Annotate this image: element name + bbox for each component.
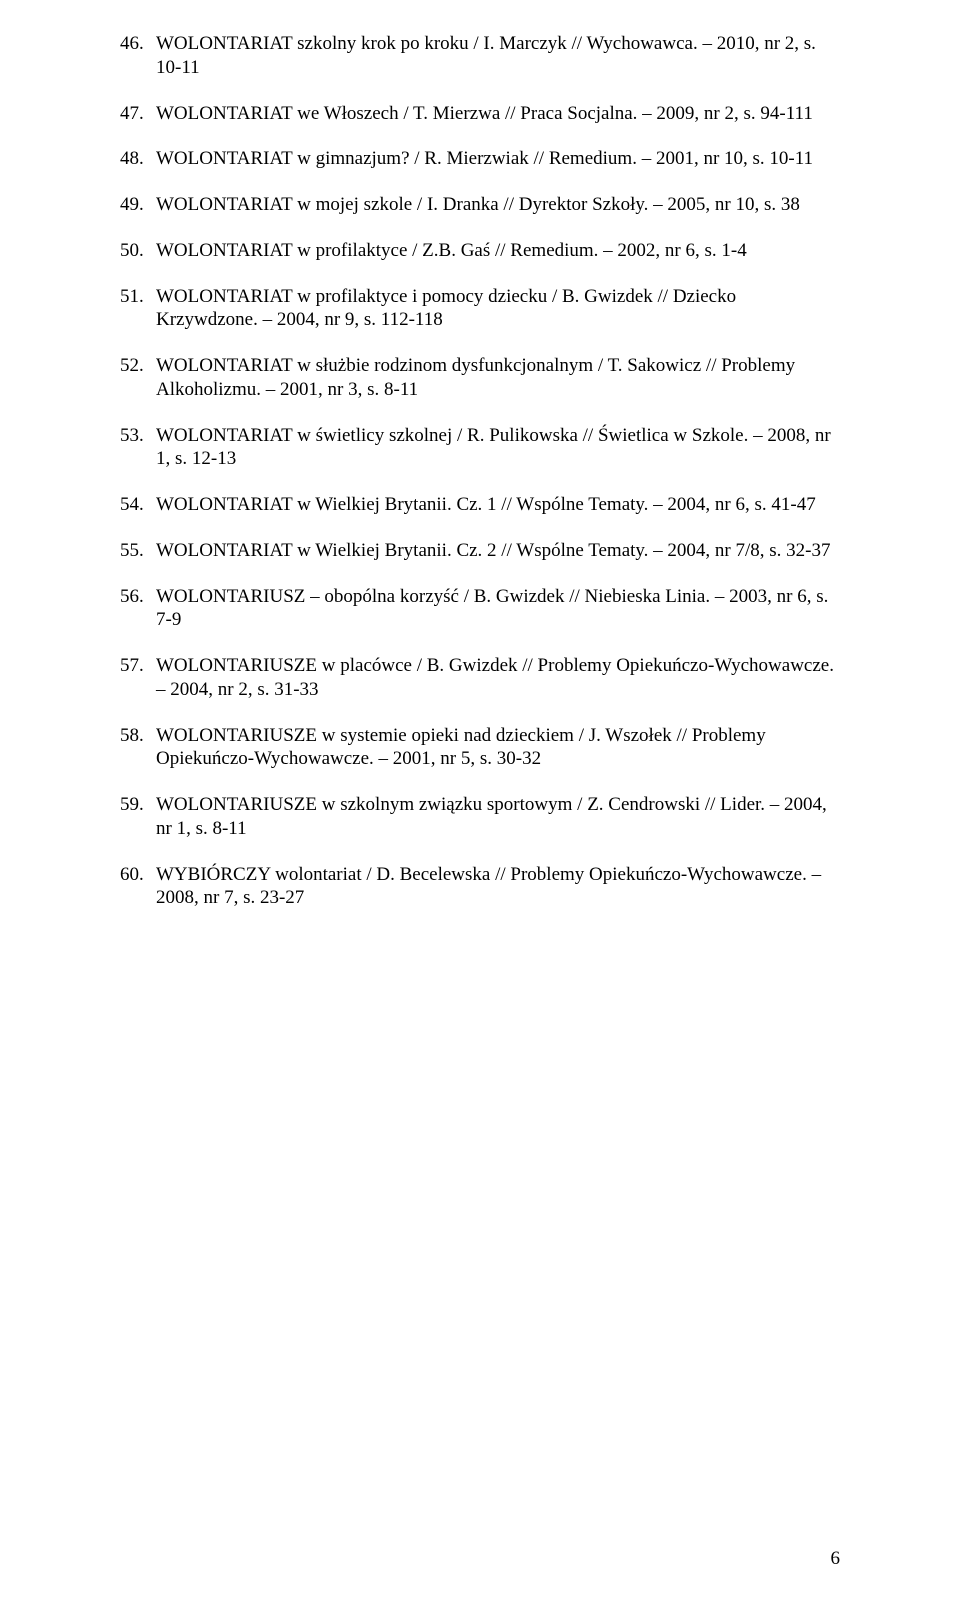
bibliography-entry: WOLONTARIAT szkolny krok po kroku / I. M… [120, 32, 840, 80]
bibliography-entry: WOLONTARIAT w profilaktyce i pomocy dzie… [120, 285, 840, 333]
bibliography-entry: WOLONTARIUSZE w placówce / B. Gwizdek //… [120, 654, 840, 702]
bibliography-entry: WOLONTARIAT we Włoszech / T. Mierzwa // … [120, 102, 840, 126]
bibliography-entry: WOLONTARIAT w Wielkiej Brytanii. Cz. 2 /… [120, 539, 840, 563]
bibliography-list: WOLONTARIAT szkolny krok po kroku / I. M… [120, 32, 840, 910]
bibliography-entry: WOLONTARIAT w służbie rodzinom dysfunkcj… [120, 354, 840, 402]
bibliography-entry: WOLONTARIUSZE w szkolnym związku sportow… [120, 793, 840, 841]
bibliography-entry: WOLONTARIAT w profilaktyce / Z.B. Gaś //… [120, 239, 840, 263]
bibliography-entry: WOLONTARIAT w Wielkiej Brytanii. Cz. 1 /… [120, 493, 840, 517]
bibliography-entry: WOLONTARIAT w świetlicy szkolnej / R. Pu… [120, 424, 840, 472]
bibliography-entry: WOLONTARIAT w gimnazjum? / R. Mierzwiak … [120, 147, 840, 171]
bibliography-entry: WOLONTARIAT w mojej szkole / I. Dranka /… [120, 193, 840, 217]
bibliography-entry: WOLONTARIUSZ – obopólna korzyść / B. Gwi… [120, 585, 840, 633]
page-number: 6 [831, 1547, 841, 1571]
bibliography-entry: WOLONTARIUSZE w systemie opieki nad dzie… [120, 724, 840, 772]
bibliography-entry: WYBIÓRCZY wolontariat / D. Becelewska //… [120, 863, 840, 911]
